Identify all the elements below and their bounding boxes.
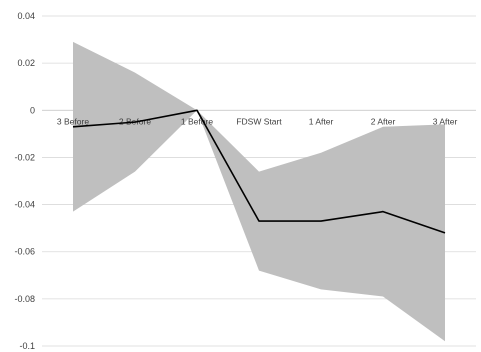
x-tick-label: 2 After <box>371 116 396 126</box>
y-tick-label: -0.1 <box>19 341 35 351</box>
y-tick-labels: 0.04 0.02 0 -0.02 -0.04 -0.06 -0.08 -0.1 <box>14 11 35 351</box>
x-tick-label: FDSW Start <box>236 116 282 126</box>
y-tick-label: 0.04 <box>17 11 35 21</box>
x-tick-label: 3 Before <box>57 116 89 126</box>
y-tick-label: -0.06 <box>14 247 35 257</box>
y-tick-label: -0.04 <box>14 200 35 210</box>
x-tick-label: 1 After <box>309 116 334 126</box>
y-tick-label: 0.02 <box>17 58 35 68</box>
y-tick-label: 0 <box>30 105 35 115</box>
x-tick-label: 1 Before <box>181 116 213 126</box>
confidence-band <box>73 42 445 341</box>
x-tick-label: 3 After <box>433 116 458 126</box>
y-tick-label: -0.08 <box>14 294 35 304</box>
y-tick-label: -0.02 <box>14 152 35 162</box>
